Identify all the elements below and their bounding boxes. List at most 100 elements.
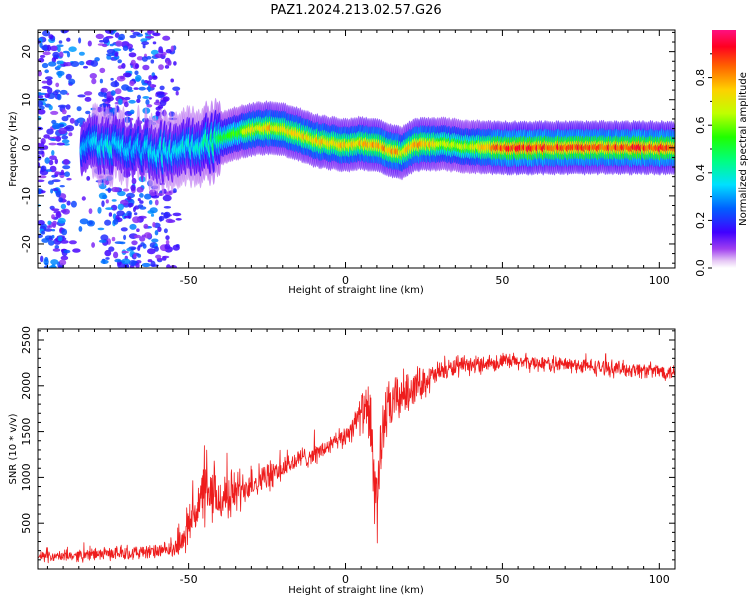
- heatmap-speckle: [132, 31, 141, 36]
- heatmap-speckle: [132, 216, 141, 224]
- heatmap-speckle: [48, 240, 55, 246]
- heatmap-speckle: [134, 70, 139, 76]
- heatmap-speckle: [98, 91, 107, 97]
- heatmap-speckle: [90, 60, 99, 67]
- snr-panel: -50 0 50 100 500 1000 1500 2000 2500 Height of …: [8, 326, 676, 596]
- heatmap-speckle: [61, 116, 69, 122]
- heatmap-speckle: [149, 207, 158, 214]
- y-tick-label: 20: [20, 45, 33, 59]
- snr-y-ticks: 500 1000 1500 2000 2500: [20, 326, 675, 561]
- heatmap-speckle: [123, 234, 127, 240]
- heatmap-speckle: [136, 186, 144, 193]
- heatmap-speckle: [59, 60, 64, 64]
- heatmap-speckle: [60, 209, 67, 214]
- heatmap-speckle: [38, 220, 45, 226]
- heatmap-speckle: [55, 190, 61, 198]
- heatmap-speckle: [64, 171, 70, 177]
- heatmap-speckle: [152, 41, 157, 45]
- heatmap-speckle: [41, 238, 50, 243]
- heatmap-speckle: [133, 253, 137, 259]
- heatmap-speckle: [57, 217, 66, 224]
- y-tick-label: 2500: [20, 326, 33, 354]
- heatmap-speckle: [121, 63, 126, 69]
- snr-series-line: [38, 352, 675, 564]
- heatmap-speckle: [123, 101, 129, 108]
- heatmap-speckle: [58, 259, 67, 266]
- colorbar-tick-label: 0.4: [694, 164, 707, 182]
- heatmap-speckle: [84, 91, 93, 96]
- heatmap-speckle: [172, 86, 181, 92]
- heatmap-speckle: [135, 262, 140, 268]
- heatmap-speckle: [50, 259, 59, 265]
- heatmap-speckle: [52, 188, 59, 192]
- heatmap-speckle: [141, 83, 148, 86]
- heatmap-speckle: [155, 91, 165, 95]
- heatmap-speckle: [79, 218, 89, 225]
- heatmap-speckle: [133, 87, 139, 90]
- heatmap-speckle: [140, 38, 148, 43]
- heatmap-speckle: [141, 79, 145, 84]
- heatmap-speckle: [101, 98, 108, 102]
- heatmap-speckle: [117, 59, 122, 64]
- heatmap-speckle: [142, 64, 150, 71]
- heatmap-speckle: [83, 65, 88, 69]
- x-tick-label: -50: [180, 573, 198, 586]
- heatmap-speckle: [111, 186, 120, 193]
- heatmap-speckle: [104, 30, 114, 34]
- y-tick-label: 0: [20, 144, 33, 151]
- heatmap-speckle: [130, 247, 136, 251]
- heatmap-speckle: [122, 72, 132, 78]
- heatmap-speckle: [146, 104, 153, 108]
- heatmap-speckle: [154, 53, 164, 59]
- heatmap-speckle: [108, 246, 115, 252]
- heatmap-speckle: [139, 236, 146, 242]
- heatmap-speckle: [65, 125, 75, 132]
- heatmap-speckle: [40, 138, 46, 145]
- heatmap-speckle: [138, 244, 143, 248]
- snr-frame: [37, 328, 676, 570]
- heatmap-speckle: [39, 54, 46, 58]
- heatmap-x-ticks: -50 0 50 100: [46, 30, 676, 287]
- heatmap-speckle: [101, 200, 105, 207]
- heatmap-speckle: [144, 193, 152, 200]
- heatmap-speckle: [59, 185, 65, 188]
- heatmap-speckle: [123, 215, 131, 219]
- colorbar-label: Normalized spectral amplitude: [738, 72, 749, 226]
- heatmap-speckle: [57, 236, 63, 242]
- heatmap-speckle: [58, 127, 68, 135]
- heatmap-speckle: [76, 106, 82, 112]
- heatmap-speckle: [142, 96, 150, 99]
- heatmap-speckle: [165, 235, 170, 241]
- heatmap-speckle: [172, 244, 180, 251]
- heatmap-speckle: [153, 101, 162, 106]
- heatmap-speckle: [152, 75, 157, 79]
- heatmap-speckle: [38, 95, 44, 99]
- heatmap-speckle: [129, 117, 134, 121]
- heatmap-speckle: [159, 85, 165, 91]
- y-tick-label: 10: [20, 93, 33, 107]
- x-tick-label: 50: [495, 573, 509, 586]
- heatmap-speckle: [160, 212, 164, 215]
- heatmap-speckle: [52, 51, 60, 58]
- heatmap-panel: -50 0 50 100 -20 -10 0 10 20 Height of straight…: [8, 29, 676, 296]
- heatmap-speckle: [87, 40, 92, 47]
- heatmap-speckle: [100, 234, 109, 241]
- x-tick-label: 0: [342, 573, 349, 586]
- heatmap-speckle: [108, 212, 113, 217]
- heatmap-speckle: [163, 228, 168, 234]
- heatmap-speckle: [141, 41, 150, 46]
- x-tick-label: 50: [495, 274, 509, 287]
- heatmap-speckle: [46, 128, 54, 135]
- x-tick-label: -50: [180, 274, 198, 287]
- heatmap-speckle: [47, 180, 54, 185]
- heatmap-speckle: [158, 48, 164, 54]
- heatmap-speckle: [157, 226, 162, 232]
- heatmap-speckle: [175, 218, 182, 221]
- heatmap-speckle: [56, 93, 62, 101]
- heatmap-speckle: [113, 251, 119, 259]
- heatmap-speckle: [52, 220, 57, 226]
- heatmap-speckle: [48, 61, 57, 67]
- heatmap-speckle: [78, 51, 85, 56]
- heatmap-speckle: [121, 84, 130, 91]
- heatmap-speckle: [78, 37, 82, 44]
